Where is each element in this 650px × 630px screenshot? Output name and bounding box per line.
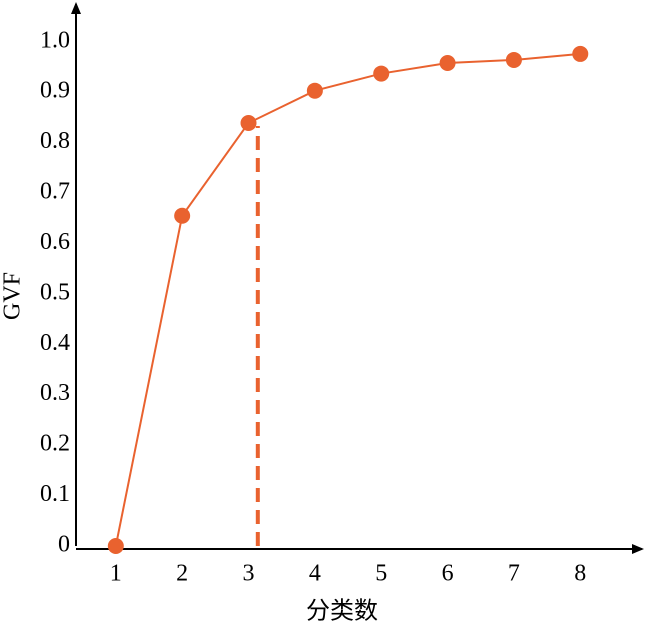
marker [373, 65, 390, 82]
y-tick-label: 0.1 [40, 481, 70, 507]
line [114, 52, 581, 547]
marker [306, 82, 323, 99]
x-tick-label: 6 [442, 561, 454, 587]
y-tick-label: 0.3 [40, 380, 70, 406]
y-tick-label: 0.7 [40, 179, 70, 205]
y-tick-label: 0.4 [40, 330, 70, 356]
y-tick-label: 0.6 [40, 229, 70, 255]
x-tick-label: 7 [508, 561, 520, 587]
x-tick-label: 2 [176, 561, 188, 587]
x-axis-label: 分类数 [306, 598, 378, 625]
x-tick-label: 8 [574, 561, 586, 587]
marker [572, 45, 589, 62]
y-tick-label: 0.2 [40, 431, 70, 457]
y-tick-label: 0 [58, 532, 70, 558]
y-tick-label: 0.9 [40, 78, 70, 104]
y-tick-label: 0.5 [40, 279, 70, 305]
y-axis-label: GVF [0, 272, 26, 320]
x-tick-label: 5 [375, 561, 387, 587]
marker [505, 51, 522, 68]
marker [439, 54, 456, 71]
y-tick-label: 1.0 [40, 27, 70, 53]
x-tick-label: 4 [309, 561, 321, 587]
marker [107, 538, 124, 554]
x-tick-label: 3 [243, 561, 255, 587]
marker [174, 207, 191, 224]
y-tick-label: 0.8 [40, 128, 70, 154]
x-tick-label: 1 [110, 561, 122, 587]
marker [240, 114, 257, 131]
